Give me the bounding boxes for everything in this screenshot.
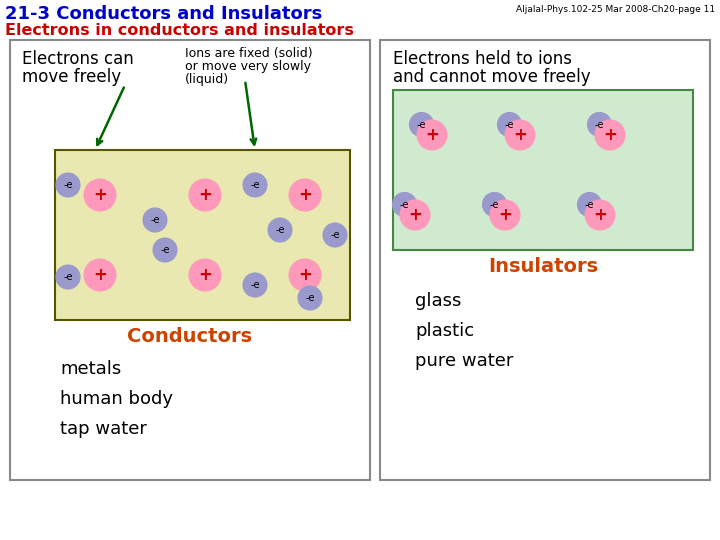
Text: -e: -e — [251, 180, 260, 190]
Circle shape — [289, 259, 321, 291]
Circle shape — [490, 200, 520, 230]
Circle shape — [498, 112, 521, 137]
Text: Insulators: Insulators — [488, 257, 598, 276]
Text: -e: -e — [417, 119, 426, 130]
Bar — [55, 150, 350, 320]
Text: Electrons in conductors and insulators: Electrons in conductors and insulators — [5, 23, 354, 38]
Circle shape — [577, 192, 601, 217]
Text: and cannot move freely: and cannot move freely — [393, 68, 590, 86]
Text: Electrons held to ions: Electrons held to ions — [393, 50, 572, 68]
Text: glass: glass — [415, 292, 462, 310]
Text: -e: -e — [275, 225, 284, 235]
Bar — [10, 40, 370, 480]
Circle shape — [392, 192, 416, 217]
Circle shape — [143, 208, 167, 232]
Text: -e: -e — [150, 215, 160, 225]
Text: +: + — [198, 266, 212, 284]
Text: -e: -e — [330, 230, 340, 240]
Circle shape — [189, 179, 221, 211]
Text: +: + — [93, 186, 107, 204]
Circle shape — [400, 200, 430, 230]
Text: +: + — [93, 266, 107, 284]
Text: 21-3 Conductors and Insulators: 21-3 Conductors and Insulators — [5, 5, 323, 23]
Bar — [393, 90, 693, 250]
Circle shape — [268, 218, 292, 242]
Text: move freely: move freely — [22, 68, 121, 86]
Text: metals: metals — [60, 360, 121, 378]
Circle shape — [56, 173, 80, 197]
Circle shape — [243, 173, 267, 197]
Text: -e: -e — [63, 272, 73, 282]
Text: -e: -e — [305, 293, 315, 303]
Circle shape — [243, 273, 267, 297]
Text: Aljalal-Phys.102-25 Mar 2008-Ch20-page 11: Aljalal-Phys.102-25 Mar 2008-Ch20-page 1… — [516, 5, 715, 14]
Text: +: + — [593, 206, 607, 224]
Text: tap water: tap water — [60, 420, 147, 438]
Text: +: + — [298, 186, 312, 204]
Circle shape — [153, 238, 177, 262]
Text: Conductors: Conductors — [127, 327, 253, 346]
Text: -e: -e — [585, 199, 594, 210]
Text: -e: -e — [400, 199, 409, 210]
Circle shape — [588, 112, 611, 137]
Circle shape — [84, 179, 116, 211]
Circle shape — [56, 265, 80, 289]
Circle shape — [189, 259, 221, 291]
Text: -e: -e — [490, 199, 499, 210]
Text: +: + — [198, 186, 212, 204]
Text: -e: -e — [63, 180, 73, 190]
Text: pure water: pure water — [415, 352, 513, 370]
Text: +: + — [603, 126, 617, 144]
Bar — [380, 40, 710, 480]
Text: plastic: plastic — [415, 322, 474, 340]
Text: -e: -e — [595, 119, 604, 130]
Text: -e: -e — [505, 119, 514, 130]
Text: or move very slowly: or move very slowly — [185, 60, 311, 73]
Circle shape — [482, 192, 506, 217]
Circle shape — [595, 120, 625, 150]
Text: Ions are fixed (solid): Ions are fixed (solid) — [185, 47, 312, 60]
Circle shape — [298, 286, 322, 310]
Text: +: + — [425, 126, 439, 144]
Text: human body: human body — [60, 390, 173, 408]
Circle shape — [410, 112, 433, 137]
Text: +: + — [513, 126, 527, 144]
Circle shape — [417, 120, 447, 150]
Text: -e: -e — [161, 245, 170, 255]
Circle shape — [585, 200, 615, 230]
Text: +: + — [408, 206, 422, 224]
Text: -e: -e — [251, 280, 260, 290]
Circle shape — [289, 179, 321, 211]
Circle shape — [323, 223, 347, 247]
Text: +: + — [498, 206, 512, 224]
Text: (liquid): (liquid) — [185, 73, 229, 86]
Text: +: + — [298, 266, 312, 284]
Text: Electrons can: Electrons can — [22, 50, 134, 68]
Circle shape — [505, 120, 535, 150]
Circle shape — [84, 259, 116, 291]
